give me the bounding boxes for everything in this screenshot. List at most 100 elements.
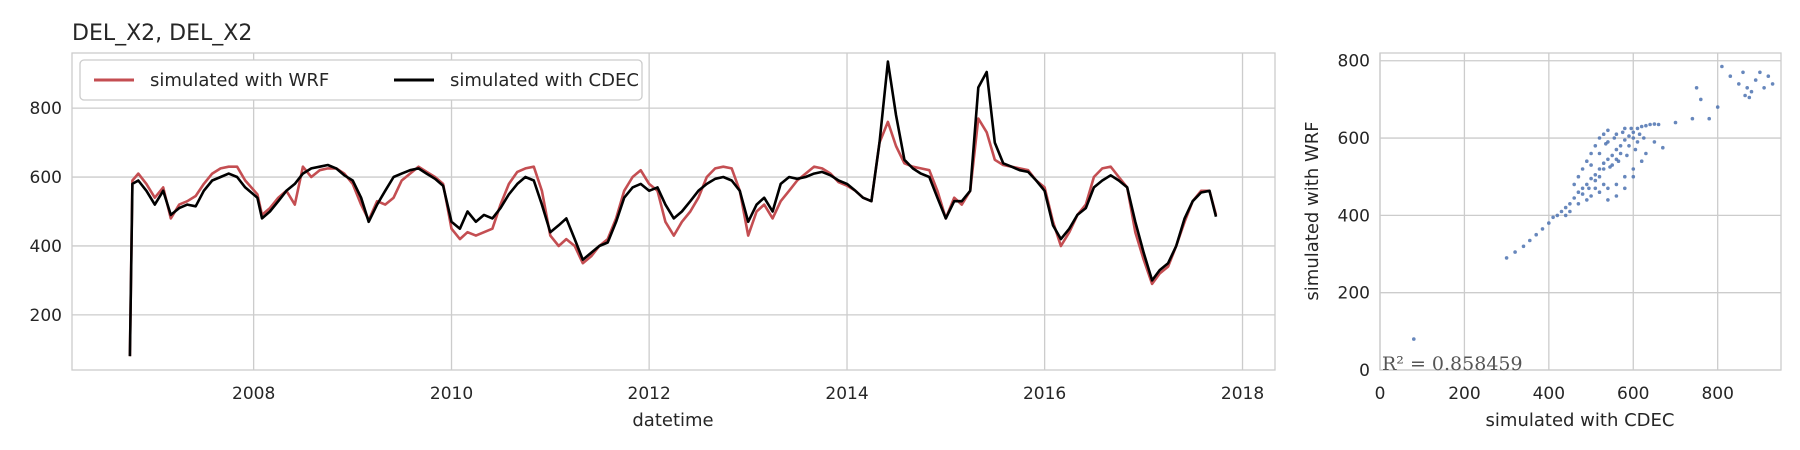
x-tick-label: 2008 — [232, 384, 275, 404]
scatter-point — [1633, 147, 1638, 152]
scatter-point — [1766, 74, 1771, 78]
scatter-point — [1631, 136, 1636, 140]
scatter-point — [1690, 116, 1695, 121]
scatter-point — [1563, 205, 1568, 210]
scatter-point — [1606, 128, 1610, 133]
scatter-point — [1747, 95, 1752, 100]
scatter-point — [1580, 192, 1585, 196]
scatter-point — [1559, 209, 1564, 214]
scatter-point — [1652, 140, 1657, 144]
scatter-point — [1762, 86, 1766, 90]
scatter-point — [1534, 232, 1538, 237]
scatter-point — [1720, 64, 1724, 69]
scatter-point — [1625, 153, 1629, 158]
x-tick-label: 2012 — [628, 384, 671, 404]
scatter-point — [1758, 70, 1762, 75]
scatter-point — [1412, 337, 1416, 341]
scatter-point — [1563, 213, 1568, 218]
scatter-point — [1606, 186, 1610, 191]
scatter-point — [1623, 126, 1627, 131]
y-tick-label: 400 — [30, 237, 62, 257]
scatter-point — [1572, 182, 1576, 187]
scatter-point — [1639, 159, 1644, 163]
scatter-point — [1608, 165, 1612, 169]
scatter-point — [1614, 132, 1619, 136]
x-axis-label: datetime — [632, 410, 713, 431]
scatter-point — [1631, 174, 1636, 179]
scatter-point — [1715, 105, 1720, 109]
x-tick-label: 2014 — [825, 384, 868, 404]
scatter-point — [1616, 159, 1621, 163]
scatter-point — [1639, 124, 1644, 129]
scatter-point — [1737, 82, 1741, 86]
scatter-x-tick-label: 0 — [1375, 384, 1386, 404]
scatter-point — [1741, 70, 1745, 75]
scatter-point — [1623, 186, 1627, 191]
scatter-y-tick-label: 600 — [1338, 129, 1370, 149]
scatter-point — [1589, 176, 1593, 181]
scatter-point — [1601, 182, 1606, 187]
legend-box — [79, 59, 643, 101]
scatter-point — [1593, 173, 1598, 177]
scatter-frame — [1379, 52, 1782, 371]
scatter-x-tick-label: 600 — [1617, 384, 1649, 404]
scatter-point — [1623, 138, 1627, 142]
scatter-point — [1580, 167, 1585, 171]
scatter-point — [1629, 126, 1633, 131]
scatter-x-axis-label: simulated with CDEC — [1486, 410, 1675, 431]
scatter-point — [1555, 213, 1560, 218]
scatter-point — [1642, 136, 1646, 140]
scatter-point — [1699, 97, 1703, 102]
legend-label-cdec: simulated with CDEC — [450, 70, 639, 91]
scatter-point — [1644, 151, 1648, 156]
scatter-point — [1656, 122, 1661, 127]
scatter-ticks: 0 200 400 600 800 0 200 400 600 800 — [1338, 52, 1734, 404]
scatter-point — [1589, 163, 1593, 167]
scatter-point — [1587, 186, 1591, 191]
chart-title: DEL_X2, DEL_X2 — [72, 21, 252, 46]
scatter-x-tick-label: 400 — [1533, 384, 1565, 404]
scatter-point — [1597, 167, 1602, 171]
series-line-cdec — [128, 60, 1218, 357]
scatter-x-tick-label: 800 — [1701, 384, 1733, 404]
scatter-point — [1504, 256, 1509, 260]
scatter-point — [1614, 147, 1619, 152]
scatter-point — [1620, 130, 1625, 135]
scatter-point — [1635, 140, 1640, 144]
scatter-point — [1694, 86, 1699, 90]
scatter-point — [1580, 186, 1585, 191]
scatter-point — [1661, 145, 1665, 150]
scatter-point — [1601, 167, 1606, 171]
scatter-point — [1589, 151, 1593, 156]
scatter-point — [1576, 174, 1581, 179]
x-tick-label: 2018 — [1221, 384, 1264, 404]
scatter-point — [1585, 182, 1589, 187]
timeseries-grid — [72, 53, 1275, 370]
scatter-point — [1585, 159, 1589, 163]
scatter-point — [1637, 132, 1642, 136]
scatter-point — [1631, 130, 1636, 135]
timeseries-panel: DEL_X2, DEL_X2 2008 2010 2012 2014 2016 20182… — [30, 21, 1276, 431]
scatter-point — [1743, 93, 1747, 98]
scatter-point — [1614, 182, 1619, 187]
scatter-point — [1601, 161, 1606, 165]
y-tick-label: 600 — [30, 168, 62, 188]
x-tick-label: 2010 — [430, 384, 473, 404]
scatter-point — [1597, 136, 1602, 140]
scatter-y-tick-label: 0 — [1359, 361, 1370, 381]
scatter-point — [1623, 174, 1627, 179]
scatter-point — [1568, 202, 1572, 206]
scatter-point — [1652, 122, 1657, 126]
legend: simulated with WRF simulated with CDEC — [79, 59, 643, 101]
scatter-point — [1618, 151, 1623, 156]
scatter-grid — [1379, 53, 1781, 371]
scatter-point — [1606, 157, 1610, 162]
scatter-point — [1753, 78, 1758, 82]
scatter-point — [1631, 167, 1636, 171]
series-line-wrf — [128, 117, 1218, 357]
scatter-point — [1568, 209, 1572, 214]
scatter-point — [1601, 132, 1606, 136]
scatter-point — [1728, 74, 1733, 78]
scatter-point — [1576, 202, 1581, 206]
scatter-point — [1513, 250, 1517, 254]
